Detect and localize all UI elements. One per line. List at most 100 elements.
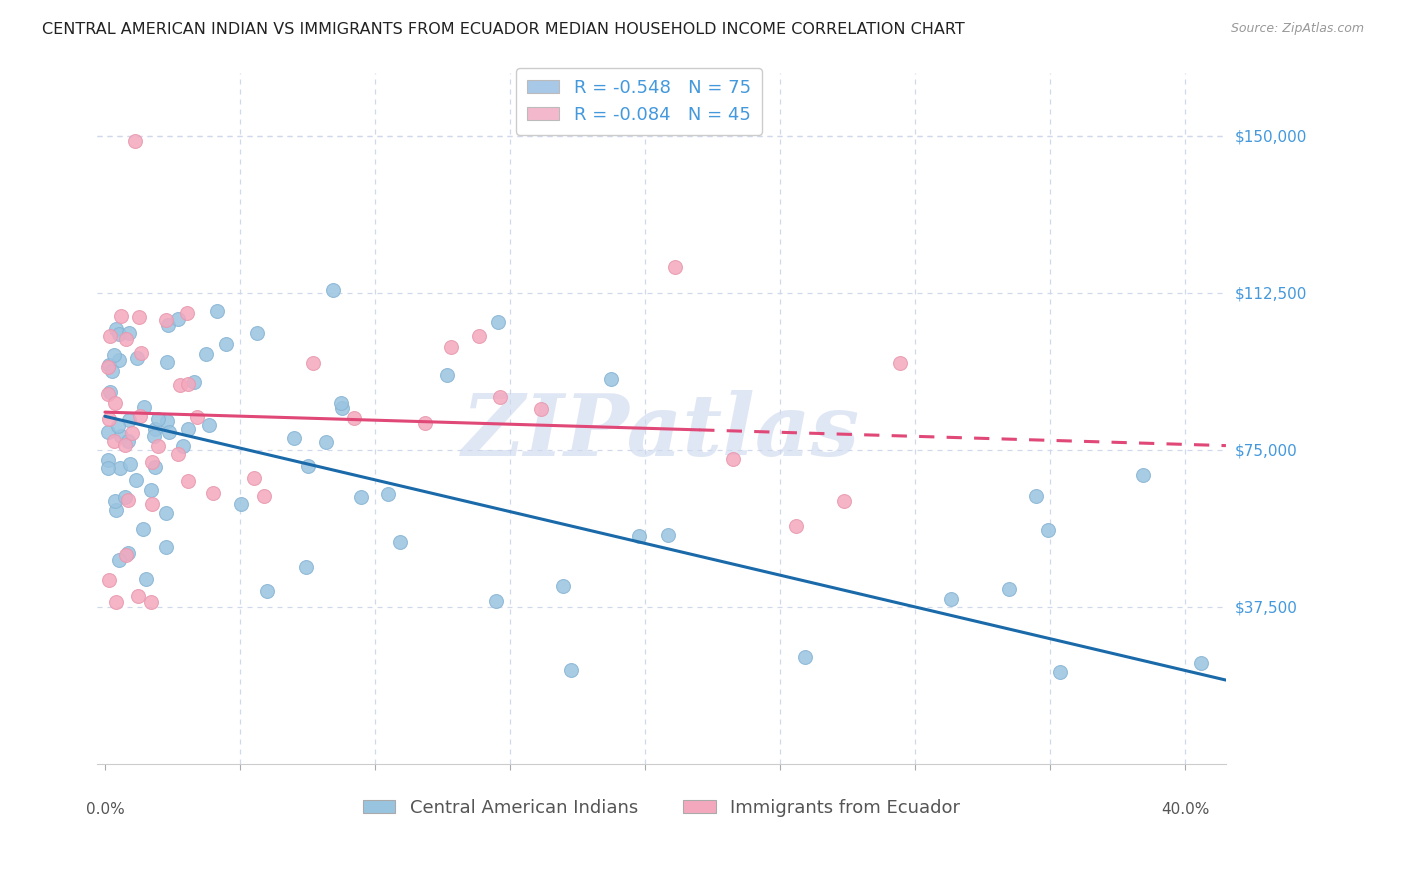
- Point: [486, 315, 509, 329]
- Point: [793, 650, 815, 665]
- Point: [134, 400, 156, 414]
- Point: [104, 494, 127, 508]
- Point: [205, 304, 228, 318]
- Point: [118, 413, 141, 427]
- Point: [127, 589, 149, 603]
- Point: [103, 434, 125, 449]
- Point: [125, 474, 148, 488]
- Legend: Central American Indians, Immigrants from Ecuador: Central American Indians, Immigrants fro…: [356, 791, 967, 824]
- Point: [139, 483, 162, 498]
- Point: [132, 522, 155, 536]
- Point: [628, 529, 651, 543]
- Point: [107, 353, 129, 368]
- Point: [229, 497, 252, 511]
- Point: [657, 527, 679, 541]
- Point: [721, 451, 744, 466]
- Point: [785, 518, 807, 533]
- Point: [169, 378, 191, 392]
- Point: [141, 595, 163, 609]
- Point: [600, 372, 623, 386]
- Point: [889, 356, 911, 370]
- Point: [664, 260, 686, 274]
- Point: [201, 486, 224, 500]
- Point: [157, 318, 180, 332]
- Point: [560, 663, 582, 677]
- Point: [141, 497, 163, 511]
- Point: [105, 502, 128, 516]
- Point: [156, 414, 179, 428]
- Point: [1049, 665, 1071, 679]
- Point: [256, 584, 278, 599]
- Point: [1025, 489, 1047, 503]
- Point: [489, 390, 512, 404]
- Point: [485, 594, 508, 608]
- Text: CENTRAL AMERICAN INDIAN VS IMMIGRANTS FROM ECUADOR MEDIAN HOUSEHOLD INCOME CORRE: CENTRAL AMERICAN INDIAN VS IMMIGRANTS FR…: [42, 22, 965, 37]
- Text: ZIPatlas: ZIPatlas: [463, 391, 860, 474]
- Point: [998, 582, 1021, 596]
- Point: [100, 328, 122, 343]
- Point: [98, 573, 121, 587]
- Point: [155, 355, 177, 369]
- Point: [105, 322, 128, 336]
- Point: [141, 455, 163, 469]
- Point: [120, 457, 142, 471]
- Point: [108, 461, 131, 475]
- Point: [107, 419, 129, 434]
- Point: [128, 310, 150, 324]
- Point: [114, 548, 136, 562]
- Point: [104, 396, 127, 410]
- Point: [117, 492, 139, 507]
- Point: [114, 490, 136, 504]
- Point: [172, 439, 194, 453]
- Point: [297, 458, 319, 473]
- Point: [183, 376, 205, 390]
- Point: [107, 326, 129, 341]
- Point: [1036, 523, 1059, 537]
- Point: [530, 401, 553, 416]
- Point: [97, 453, 120, 467]
- Point: [1189, 656, 1212, 670]
- Point: [98, 385, 121, 400]
- Point: [114, 438, 136, 452]
- Point: [110, 309, 132, 323]
- Point: [176, 377, 198, 392]
- Point: [388, 535, 411, 549]
- Point: [1132, 467, 1154, 482]
- Point: [125, 351, 148, 365]
- Text: 40.0%: 40.0%: [1161, 802, 1209, 817]
- Point: [243, 471, 266, 485]
- Point: [117, 547, 139, 561]
- Point: [329, 395, 352, 409]
- Point: [103, 347, 125, 361]
- Point: [124, 134, 146, 148]
- Point: [166, 447, 188, 461]
- Point: [440, 340, 463, 354]
- Text: 0.0%: 0.0%: [86, 802, 124, 817]
- Point: [148, 411, 170, 425]
- Point: [377, 486, 399, 500]
- Point: [101, 364, 124, 378]
- Point: [198, 417, 221, 432]
- Point: [246, 326, 269, 341]
- Point: [146, 439, 169, 453]
- Point: [155, 506, 177, 520]
- Point: [97, 425, 120, 440]
- Point: [121, 426, 143, 441]
- Point: [176, 306, 198, 320]
- Point: [155, 540, 177, 554]
- Point: [97, 412, 120, 426]
- Point: [143, 422, 166, 436]
- Point: [114, 332, 136, 346]
- Point: [301, 356, 323, 370]
- Point: [117, 434, 139, 448]
- Point: [135, 572, 157, 586]
- Point: [315, 434, 337, 449]
- Point: [294, 560, 316, 574]
- Point: [128, 409, 150, 423]
- Point: [436, 368, 458, 383]
- Point: [142, 429, 165, 443]
- Point: [110, 429, 132, 443]
- Point: [330, 401, 353, 416]
- Point: [97, 386, 120, 401]
- Point: [157, 425, 180, 440]
